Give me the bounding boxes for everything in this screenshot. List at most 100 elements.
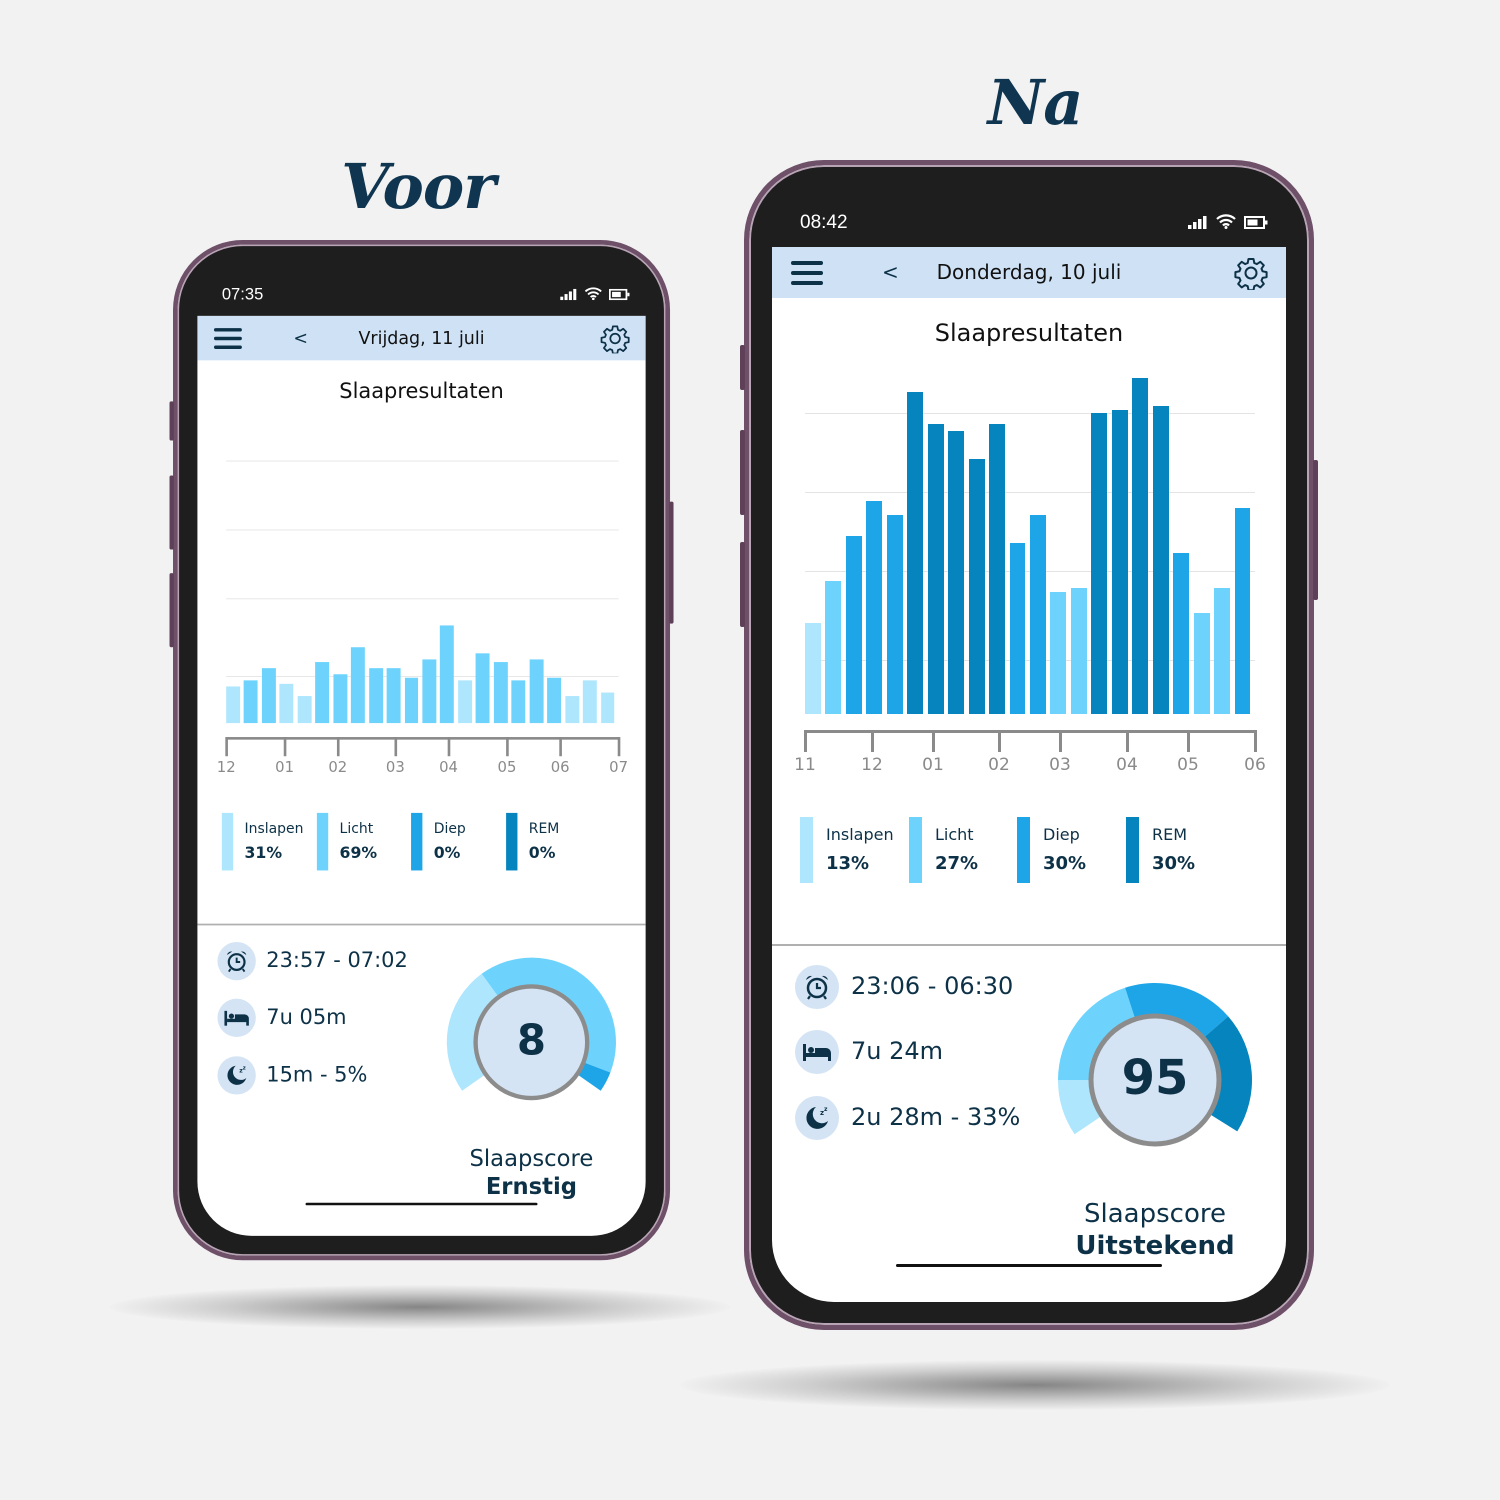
bar-diep bbox=[1234, 507, 1251, 714]
home-indicator[interactable] bbox=[305, 1202, 538, 1206]
hamburger-menu-icon[interactable] bbox=[791, 261, 823, 285]
alarm-clock-icon bbox=[795, 965, 839, 1009]
x-tick bbox=[1058, 730, 1062, 752]
phone-after: 08:42 < Donderdag, 10 juli Slaapresultaten 1… bbox=[740, 160, 1318, 1330]
bar-rem bbox=[1111, 409, 1128, 714]
stat-value: 23:06 - 06:30 bbox=[851, 972, 1014, 1000]
legend-percent: 0% bbox=[528, 844, 556, 863]
sleep-score-value: 95 bbox=[1121, 1050, 1189, 1106]
legend-swatch bbox=[411, 812, 423, 871]
legend-swatch bbox=[316, 812, 329, 871]
bar-licht bbox=[386, 668, 401, 724]
svg-text:z: z bbox=[243, 1065, 246, 1071]
home-indicator[interactable] bbox=[896, 1264, 1162, 1267]
bed-icon bbox=[795, 1030, 839, 1074]
x-tick bbox=[394, 737, 397, 757]
svg-text:z: z bbox=[824, 1106, 828, 1113]
legend-swatch bbox=[800, 817, 813, 883]
sleep-score-value: 8 bbox=[516, 1016, 546, 1065]
bar-licht bbox=[368, 668, 383, 724]
x-tick-label: 07 bbox=[609, 758, 629, 777]
legend-swatch bbox=[1017, 817, 1030, 883]
caption-before: Voor bbox=[341, 150, 496, 223]
bar-inslapen bbox=[458, 680, 472, 724]
bar-inslapen bbox=[565, 695, 579, 724]
x-tick bbox=[803, 730, 807, 752]
battery-icon bbox=[609, 287, 630, 304]
x-tick bbox=[870, 730, 874, 752]
x-tick-label: 05 bbox=[497, 758, 517, 777]
divider bbox=[772, 944, 1286, 946]
gear-icon[interactable] bbox=[1234, 256, 1268, 294]
legend-label: REM bbox=[1152, 825, 1188, 844]
legend-label: Licht bbox=[339, 819, 374, 837]
app-screen: < Vrijdag, 11 juli Slaapresultaten 12 01 02 03… bbox=[197, 315, 646, 1236]
x-tick-label: 11 bbox=[794, 755, 816, 775]
volume-down-button bbox=[740, 542, 745, 627]
gear-icon[interactable] bbox=[600, 324, 630, 357]
legend-label: Diep bbox=[1043, 825, 1080, 844]
caption-after: Na bbox=[987, 66, 1084, 139]
gridline bbox=[805, 492, 1255, 493]
svg-text:z: z bbox=[820, 1109, 824, 1117]
gridline bbox=[226, 676, 619, 677]
x-axis bbox=[226, 737, 620, 740]
x-tick bbox=[447, 737, 450, 757]
legend-percent: 0% bbox=[433, 844, 461, 863]
phone-shadow bbox=[110, 1285, 730, 1329]
legend-label: Inslapen bbox=[826, 825, 894, 844]
phone-before: 07:35 < Vrijdag, 11 juli Slaapresultaten 12 0… bbox=[169, 240, 674, 1261]
chart-title: Slaapresultaten bbox=[934, 319, 1124, 347]
app-header: < Donderdag, 10 juli bbox=[772, 247, 1286, 298]
status-icons bbox=[560, 287, 630, 304]
volume-down-button bbox=[169, 573, 174, 648]
x-tick-label: 03 bbox=[1049, 755, 1071, 775]
sleep-score-label: Slaapscore bbox=[1084, 1199, 1226, 1229]
x-tick bbox=[336, 737, 340, 757]
bar-diep bbox=[845, 535, 862, 714]
bar-diep bbox=[1030, 514, 1046, 714]
signal-icon bbox=[560, 287, 577, 304]
side-button bbox=[740, 345, 745, 390]
gridline bbox=[805, 413, 1255, 414]
gridline bbox=[226, 529, 619, 531]
bar-licht bbox=[315, 662, 330, 724]
bar-rem bbox=[927, 423, 944, 714]
bar-licht bbox=[825, 581, 842, 714]
gauge-segment-diep bbox=[1125, 983, 1229, 1039]
bar-licht bbox=[261, 668, 276, 724]
x-tick-label: 12 bbox=[861, 755, 883, 775]
x-tick-label: 04 bbox=[439, 758, 458, 777]
x-tick bbox=[505, 737, 509, 757]
bar-licht bbox=[529, 658, 544, 724]
bar-diep bbox=[866, 500, 883, 714]
chart-title: Slaapresultaten bbox=[339, 378, 504, 404]
gridline bbox=[226, 460, 619, 462]
x-tick bbox=[283, 737, 286, 757]
side-button bbox=[169, 401, 174, 441]
stat-value: 2u 28m - 33% bbox=[851, 1103, 1021, 1131]
hamburger-menu-icon[interactable] bbox=[213, 328, 242, 349]
wifi-icon bbox=[584, 287, 602, 304]
bar-diep bbox=[1173, 553, 1190, 714]
bar-diep bbox=[886, 514, 903, 714]
chevron-left-icon[interactable]: < bbox=[293, 327, 308, 349]
legend-percent: 31% bbox=[244, 844, 283, 863]
sleep-score-rating: Uitstekend bbox=[1075, 1231, 1235, 1261]
bar-licht bbox=[351, 646, 365, 724]
x-tick-label: 06 bbox=[1244, 755, 1266, 775]
legend-label: REM bbox=[528, 819, 560, 837]
x-tick bbox=[1125, 730, 1129, 752]
sleep-score-gauge bbox=[1058, 983, 1252, 1147]
legend-percent: 30% bbox=[1152, 853, 1196, 874]
svg-text:z: z bbox=[239, 1068, 243, 1075]
legend-label: Diep bbox=[433, 819, 466, 837]
chevron-left-icon[interactable]: < bbox=[882, 260, 899, 284]
sleep-score-label: Slaapscore bbox=[469, 1146, 594, 1173]
gauge-segment-diep bbox=[577, 1062, 611, 1091]
gauge-segment-licht bbox=[1058, 987, 1136, 1080]
battery-icon bbox=[1244, 214, 1268, 233]
x-tick-label: 01 bbox=[275, 758, 295, 777]
